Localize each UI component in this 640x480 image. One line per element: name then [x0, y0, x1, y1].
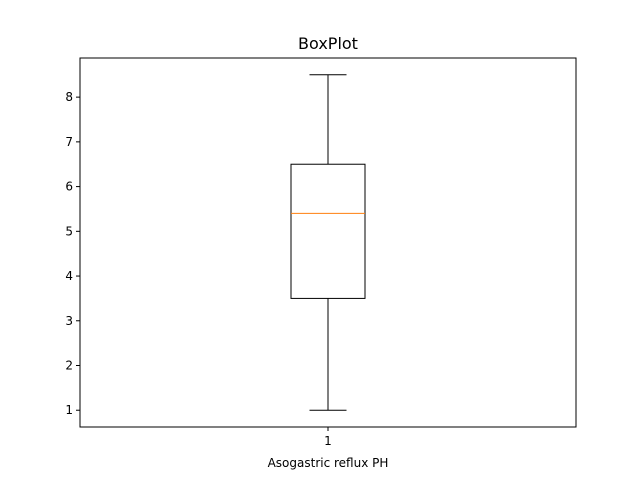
iqr-box: [290, 163, 366, 299]
y-tick-label: 4: [65, 269, 73, 283]
plot-layer: [290, 74, 366, 411]
y-tick-label: 5: [65, 224, 73, 238]
chart-title: BoxPlot: [298, 34, 358, 53]
x-axis-label: Asogastric reflux PH: [268, 456, 389, 470]
y-tick-label: 7: [65, 135, 73, 149]
y-tick-label: 6: [65, 180, 73, 194]
y-tick-label: 1: [65, 403, 73, 417]
y-tick-label: 8: [65, 90, 73, 104]
y-axis: 1 2 3 4 5 6 7 8: [65, 90, 80, 417]
y-tick-label: 3: [65, 314, 73, 328]
x-tick-label: 1: [324, 434, 332, 448]
x-axis: 1: [324, 427, 332, 448]
y-tick-label: 2: [65, 359, 73, 373]
